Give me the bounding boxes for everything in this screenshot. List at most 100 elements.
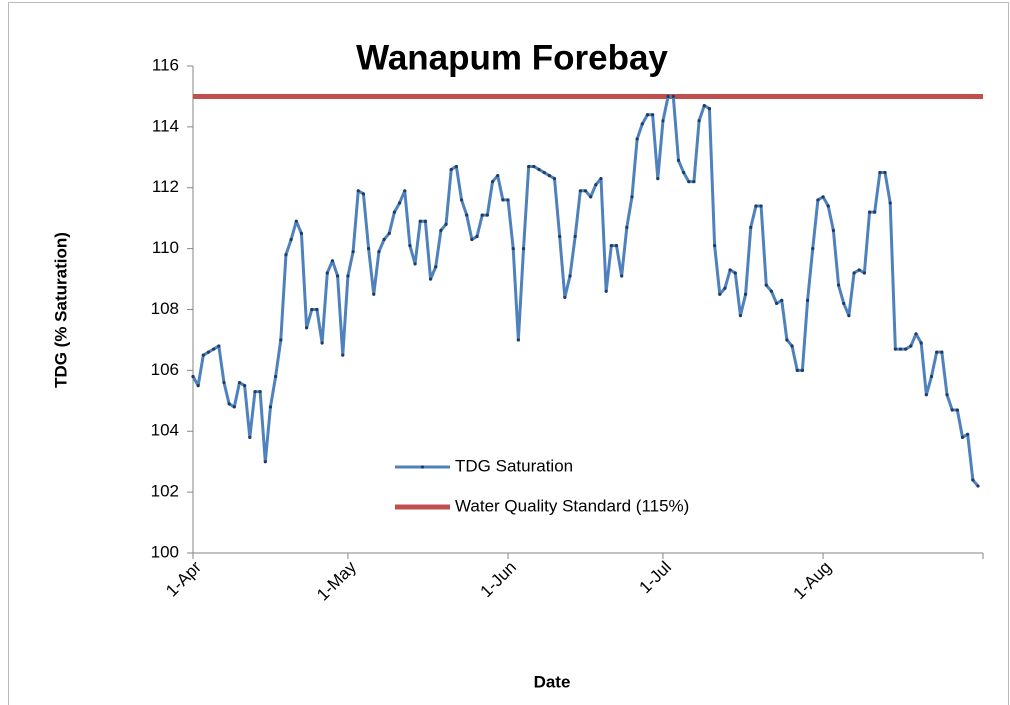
chart-title: Wanapum Forebay <box>356 38 668 77</box>
data-point <box>506 198 510 202</box>
data-point <box>640 122 644 126</box>
data-point <box>836 283 841 287</box>
data-point <box>713 243 717 248</box>
data-point <box>341 353 345 357</box>
data-point <box>511 247 515 251</box>
data-point <box>728 268 732 272</box>
data-point <box>764 283 768 287</box>
data-point <box>769 289 774 293</box>
data-point <box>552 177 557 181</box>
data-point <box>935 350 939 354</box>
data-point <box>377 250 381 254</box>
data-point <box>604 289 608 293</box>
data-point <box>811 247 815 251</box>
data-point <box>893 347 897 351</box>
data-point <box>785 338 789 342</box>
data-point <box>532 164 536 169</box>
x-tick-label: 1-Jun <box>477 558 521 602</box>
y-tick-label: 102 <box>151 482 179 501</box>
data-point <box>929 374 934 379</box>
data-point <box>950 408 954 412</box>
data-point <box>444 222 448 226</box>
data-point <box>945 393 949 397</box>
data-point <box>661 119 665 123</box>
data-point <box>697 119 701 123</box>
data-point <box>692 180 696 184</box>
data-point <box>749 225 753 229</box>
data-point <box>392 210 397 214</box>
data-point <box>408 243 412 248</box>
data-point <box>279 338 283 342</box>
data-point <box>904 347 908 351</box>
data-point <box>196 383 200 388</box>
data-point <box>268 405 273 409</box>
data-point <box>568 274 572 278</box>
data-point <box>966 432 970 436</box>
x-tick-label: 1-Aug <box>790 558 836 604</box>
data-point <box>253 390 257 394</box>
data-point <box>733 271 737 275</box>
data-point <box>774 301 779 306</box>
data-point <box>418 219 422 223</box>
data-point <box>480 213 484 217</box>
data-point <box>780 298 784 302</box>
data-point <box>614 243 619 248</box>
data-point <box>795 368 799 372</box>
data-point <box>671 94 675 99</box>
data-point <box>547 173 551 178</box>
data-point <box>449 167 453 172</box>
data-point <box>862 271 866 275</box>
data-point <box>754 204 758 208</box>
data-point <box>470 237 474 242</box>
y-tick-label: 110 <box>152 238 179 257</box>
data-point <box>743 292 748 296</box>
data-point <box>413 262 417 266</box>
data-point <box>397 201 402 205</box>
data-point <box>651 113 655 117</box>
x-tick-label: 1-Jul <box>635 558 674 597</box>
data-point <box>346 274 350 278</box>
data-point <box>738 313 743 318</box>
data-point <box>227 402 231 406</box>
data-point <box>294 219 298 223</box>
data-point <box>573 234 577 239</box>
data-point <box>630 195 634 199</box>
data-point <box>800 368 805 372</box>
data-point <box>284 253 288 257</box>
legend-label: TDG Saturation <box>455 456 573 475</box>
legend-marker <box>420 465 425 469</box>
data-point <box>439 228 443 232</box>
x-tick-label: 1-Apr <box>162 557 205 600</box>
data-point <box>924 393 928 397</box>
data-point <box>589 195 593 199</box>
data-point <box>217 344 221 348</box>
data-point <box>243 383 247 388</box>
data-point <box>475 234 479 239</box>
data-point <box>237 380 242 385</box>
chart-border <box>8 2 1009 705</box>
data-point <box>527 164 531 169</box>
data-point <box>496 173 500 178</box>
data-line <box>191 94 980 488</box>
data-point <box>428 277 433 281</box>
data-point <box>583 189 588 193</box>
y-axis-label: TDG (% Saturation) <box>51 232 70 388</box>
data-point <box>805 298 810 302</box>
data-point <box>826 204 830 208</box>
data-point <box>620 274 624 278</box>
data-point <box>940 350 944 354</box>
data-point <box>976 484 980 488</box>
data-point <box>919 341 923 345</box>
data-point <box>232 405 236 409</box>
data-point <box>563 295 567 299</box>
data-point <box>516 338 520 342</box>
data-point <box>351 250 355 254</box>
data-point <box>718 292 722 296</box>
data-point <box>816 198 820 202</box>
data-point <box>702 103 706 108</box>
data-point <box>676 158 681 162</box>
y-tick-label: 108 <box>151 299 179 318</box>
data-point <box>305 326 309 330</box>
data-point <box>898 347 903 351</box>
